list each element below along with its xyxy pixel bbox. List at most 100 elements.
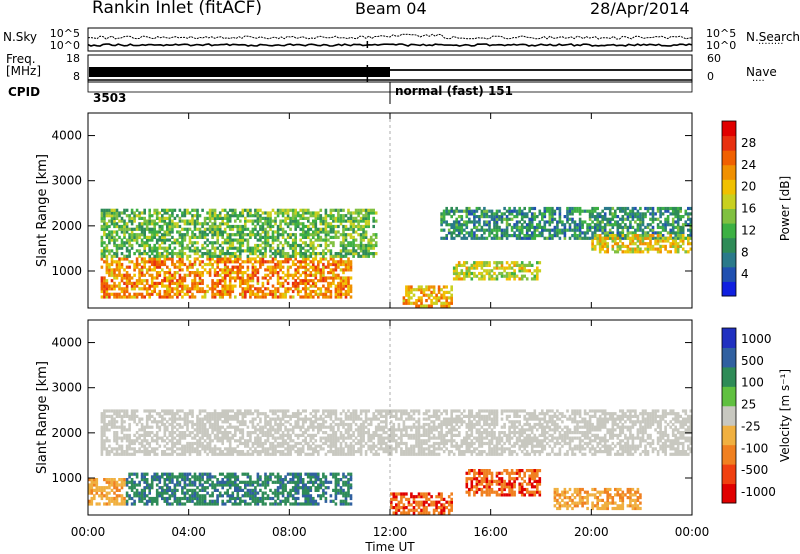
echo-cell	[327, 486, 330, 490]
echo-cell	[510, 271, 514, 276]
echo-cell	[294, 224, 297, 229]
echo-cell	[173, 412, 177, 416]
echo-cell	[603, 236, 607, 240]
echo-cell	[689, 234, 693, 238]
echo-cell	[138, 227, 141, 231]
echo-cell	[133, 433, 136, 437]
echo-cell	[364, 246, 368, 250]
echo-cell	[319, 222, 323, 226]
echo-cell	[515, 261, 519, 265]
echo-cell	[108, 273, 111, 277]
echo-cell	[163, 289, 167, 294]
echo-cell	[614, 209, 617, 213]
echo-cell	[110, 249, 114, 253]
echo-cell	[251, 276, 255, 280]
echo-cell	[100, 414, 104, 418]
echo-cell	[140, 441, 144, 446]
echo-cell	[342, 216, 345, 220]
echo-cell	[276, 227, 280, 231]
echo-cell	[324, 235, 328, 239]
echo-cell	[279, 222, 282, 226]
echo-cell	[161, 219, 164, 223]
echo-cell	[324, 216, 328, 220]
echo-cell	[223, 214, 227, 218]
echo-cell	[178, 224, 182, 229]
echo-cell	[286, 491, 290, 495]
echo-cell	[221, 292, 224, 296]
echo-cell	[254, 417, 257, 421]
echo-cell	[223, 273, 227, 277]
echo-cell	[420, 285, 423, 289]
echo-cell	[291, 276, 295, 280]
echo-cell	[636, 215, 640, 219]
echo-cell	[307, 295, 310, 299]
echo-cell	[118, 284, 121, 288]
echo-cell	[329, 257, 333, 261]
echo-cell	[140, 222, 144, 226]
echo-cell	[480, 277, 484, 281]
echo-cell	[143, 491, 146, 495]
echo-cell	[515, 209, 519, 213]
echo-cell	[244, 279, 247, 283]
echo-cell	[274, 292, 277, 296]
echo-cell	[568, 206, 572, 211]
echo-cell	[181, 284, 184, 288]
echo-cell	[213, 252, 217, 256]
echo-cell	[178, 257, 182, 261]
echo-cell	[651, 244, 655, 248]
echo-cell	[322, 491, 325, 495]
echo-cell	[367, 238, 370, 242]
echo-cell	[113, 268, 116, 272]
echo-cell	[148, 491, 151, 495]
echo-cell	[105, 284, 109, 288]
echo-cell	[161, 233, 164, 237]
echo-cell	[256, 211, 260, 215]
echo-cell	[523, 215, 526, 219]
echo-cell	[183, 483, 187, 487]
echo-cell	[218, 230, 222, 234]
echo-cell	[113, 417, 116, 421]
echo-cell	[601, 225, 604, 229]
echo-cell	[317, 252, 320, 256]
echo-cell	[276, 496, 280, 501]
echo-cell	[228, 417, 232, 421]
echo-cell	[276, 488, 280, 492]
echo-cell	[299, 289, 302, 294]
echo-cell	[218, 439, 222, 443]
echo-cell	[208, 211, 212, 215]
echo-cell	[244, 472, 247, 476]
echo-cell	[294, 216, 297, 220]
colorbar-tick-label: 28	[741, 136, 756, 150]
echo-cell	[520, 228, 524, 232]
echo-cell	[246, 219, 250, 223]
echo-cell	[274, 287, 277, 291]
echo-cell	[135, 409, 139, 413]
echo-cell	[473, 223, 476, 227]
echo-cell	[161, 420, 164, 424]
echo-cell	[563, 223, 567, 227]
echo-cell	[405, 285, 408, 289]
echo-cell	[186, 475, 189, 479]
echo-cell	[651, 206, 655, 211]
echo-cell	[88, 488, 91, 492]
echo-cell	[634, 220, 637, 224]
echo-cell	[588, 236, 592, 240]
echo-cell	[118, 412, 121, 416]
echo-cell	[301, 241, 305, 245]
echo-cell	[452, 266, 456, 270]
echo-cell	[334, 230, 338, 234]
echo-cell	[324, 276, 328, 280]
echo-cell	[274, 502, 277, 506]
echo-cell	[281, 227, 285, 231]
echo-cell	[221, 431, 224, 435]
echo-cell	[203, 499, 207, 503]
echo-cell	[143, 425, 146, 429]
echo-cell	[296, 475, 300, 479]
echo-cell	[168, 496, 172, 501]
echo-cell	[128, 480, 131, 484]
echo-cell	[626, 225, 630, 229]
echo-cell	[110, 233, 114, 237]
echo-cell	[578, 236, 582, 240]
echo-cell	[218, 273, 222, 277]
echo-cell	[460, 277, 464, 281]
